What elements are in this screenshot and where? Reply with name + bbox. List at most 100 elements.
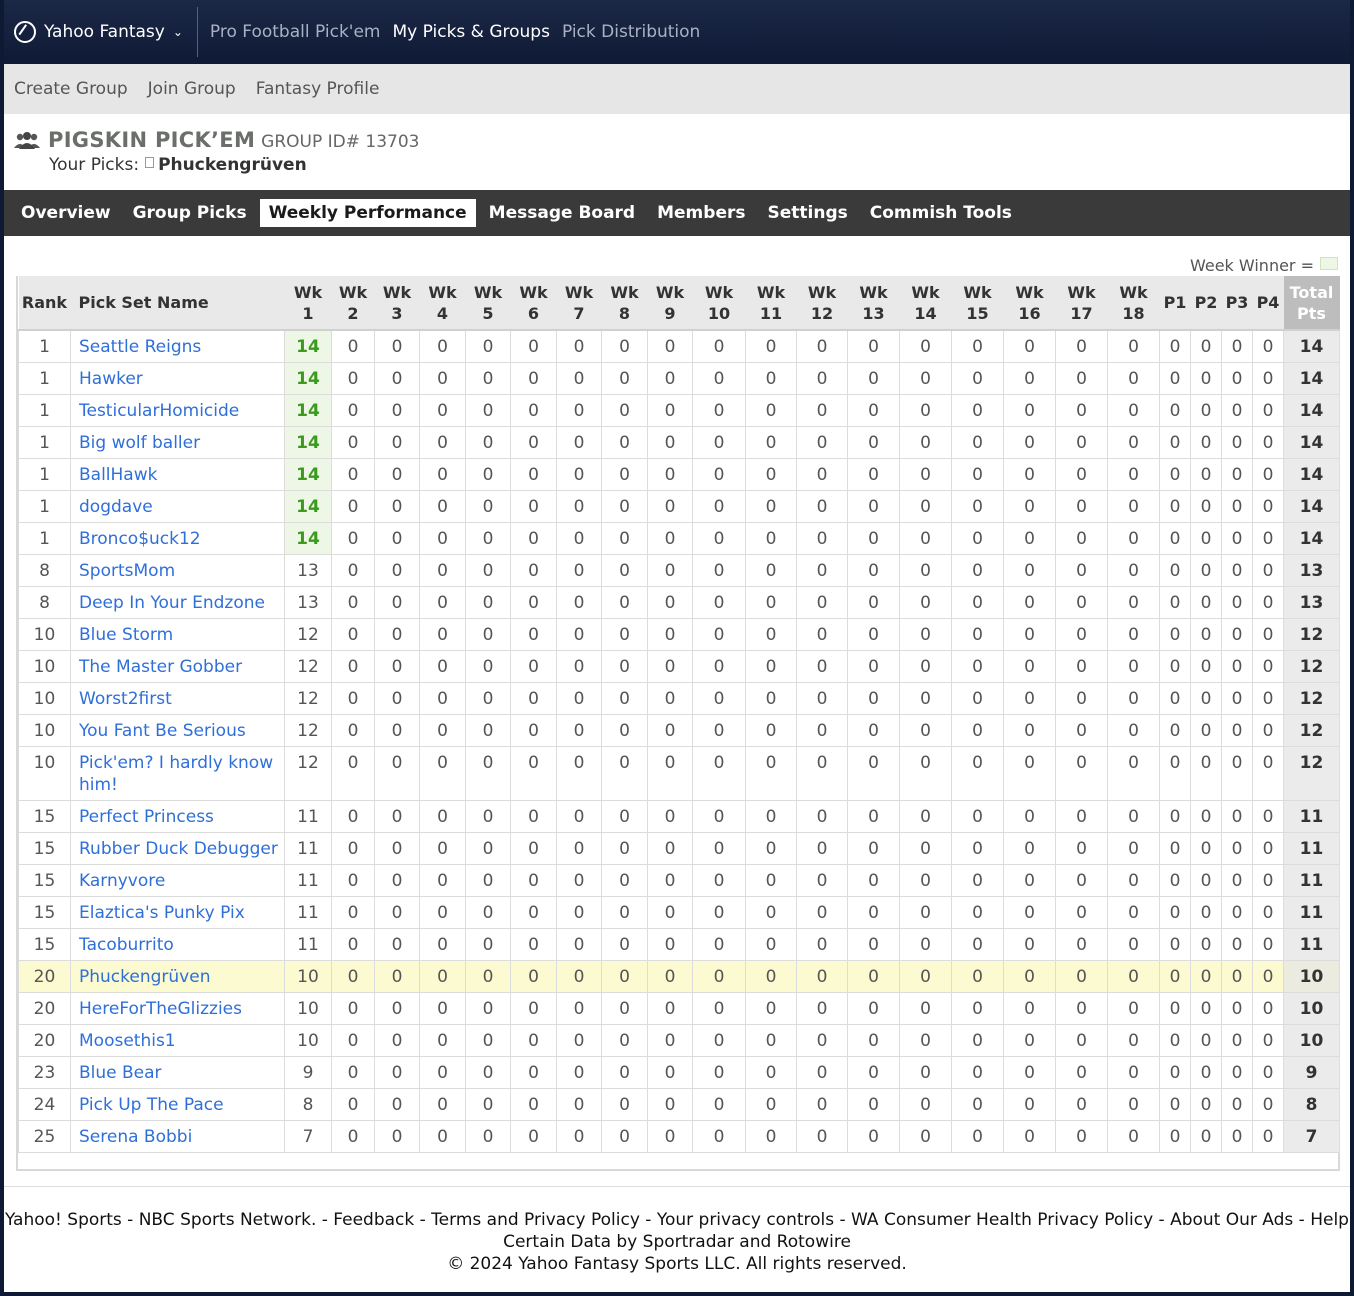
rank-cell: 1 xyxy=(18,425,71,459)
score-cell: 0 xyxy=(601,393,648,427)
score-cell: 0 xyxy=(1190,895,1222,929)
tab-weekly-performance[interactable]: Weekly Performance xyxy=(259,199,476,227)
pick-set-name-link[interactable]: Bronco$uck12 xyxy=(70,521,285,555)
pick-set-name-link[interactable]: Seattle Reigns xyxy=(70,329,285,363)
score-cell: 0 xyxy=(796,1087,848,1121)
pick-set-name-link[interactable]: Blue Storm xyxy=(70,617,285,651)
nav-pro-football-pickem[interactable]: Pro Football Pick'em xyxy=(209,22,381,42)
pick-set-name-link[interactable]: Pick Up The Pace xyxy=(70,1087,285,1121)
score-cell: 0 xyxy=(1252,617,1284,651)
fantasy-profile-link[interactable]: Fantasy Profile xyxy=(255,79,380,99)
rank-cell: 25 xyxy=(18,1119,71,1153)
pick-set-name-link[interactable]: Perfect Princess xyxy=(70,799,285,833)
score-cell: 0 xyxy=(647,425,693,459)
score-cell: 0 xyxy=(419,361,466,395)
score-cell: 0 xyxy=(1055,585,1108,619)
total-points: 12 xyxy=(1283,745,1340,801)
score-cell: 0 xyxy=(601,521,648,555)
score-cell: 0 xyxy=(1190,831,1222,865)
score-cell: 0 xyxy=(647,553,693,587)
column-header: Wk 14 xyxy=(899,276,952,331)
score-cell: 0 xyxy=(1107,713,1160,747)
tab-message-board[interactable]: Message Board xyxy=(488,203,636,223)
score-cell: 0 xyxy=(1221,553,1253,587)
pick-set-name-link[interactable]: TesticularHomicide xyxy=(70,393,285,427)
score-cell: 0 xyxy=(796,1055,848,1089)
score-cell: 0 xyxy=(510,617,557,651)
score-cell: 0 xyxy=(1190,585,1222,619)
yahoo-fantasy-menu[interactable]: Yahoo Fantasy ⌄ xyxy=(4,0,197,64)
pick-set-name-link[interactable]: Elaztica's Punky Pix xyxy=(70,895,285,929)
score-cell: 0 xyxy=(510,553,557,587)
pick-set-name-link[interactable]: Blue Bear xyxy=(70,1055,285,1089)
pick-set-name-link[interactable]: SportsMom xyxy=(70,553,285,587)
score-cell: 0 xyxy=(847,991,900,1025)
pick-set-name-link[interactable]: Deep In Your Endzone xyxy=(70,585,285,619)
pick-set-name-link[interactable]: Hawker xyxy=(70,361,285,395)
pick-set-name-link[interactable]: Serena Bobbi xyxy=(70,1119,285,1153)
table-row: 10 The Master Gobber 12 0 0 0 0 0 0 0 0 0 0 0 0 0 0 0 0 0 0 0… xyxy=(18,649,1340,683)
score-cell: 0 xyxy=(1159,553,1191,587)
score-cell: 0 xyxy=(1221,863,1253,897)
create-group-link[interactable]: Create Group xyxy=(14,79,128,99)
pick-set-name-link[interactable]: You Fant Be Serious xyxy=(70,713,285,747)
sub-nav: Create Group Join Group Fantasy Profile xyxy=(4,64,1350,114)
tab-group-picks[interactable]: Group Picks xyxy=(132,203,247,223)
pick-set-name-link[interactable]: Moosethis1 xyxy=(70,1023,285,1057)
score-cell: 0 xyxy=(1159,457,1191,491)
total-points: 14 xyxy=(1283,361,1340,395)
score-cell: 0 xyxy=(331,831,375,865)
pick-set-name-link[interactable]: Karnyvore xyxy=(70,863,285,897)
footer-links[interactable]: Yahoo! Sports - NBC Sports Network. - Fe… xyxy=(5,1210,1349,1230)
pick-set-name-link[interactable]: Rubber Duck Debugger xyxy=(70,831,285,865)
pick-set-name-link[interactable]: Phuckengrüven xyxy=(70,959,285,993)
score-cell: 0 xyxy=(1107,553,1160,587)
pick-set-name-link[interactable]: Worst2first xyxy=(70,681,285,715)
pick-set-name-link[interactable]: dogdave xyxy=(70,489,285,523)
tab-settings[interactable]: Settings xyxy=(767,203,848,223)
score-cell: 0 xyxy=(796,863,848,897)
total-points: 7 xyxy=(1283,1119,1340,1153)
score-cell: 0 xyxy=(899,1119,952,1153)
score-cell: 0 xyxy=(647,393,693,427)
score-cell: 0 xyxy=(556,713,602,747)
pick-set-name-link[interactable]: Big wolf baller xyxy=(70,425,285,459)
total-points: 14 xyxy=(1283,521,1340,555)
tab-overview[interactable]: Overview xyxy=(21,203,111,223)
score-cell: 0 xyxy=(556,457,602,491)
nav-my-picks-groups[interactable]: My Picks & Groups xyxy=(392,22,550,42)
pick-set-name-link[interactable]: Tacoburrito xyxy=(70,927,285,961)
score-cell: 0 xyxy=(331,361,375,395)
score-cell: 0 xyxy=(1055,1087,1108,1121)
score-cell: 0 xyxy=(692,329,746,363)
score-cell: 0 xyxy=(1003,895,1056,929)
score-cell: 0 xyxy=(796,521,848,555)
score-cell: 0 xyxy=(796,895,848,929)
score-cell: 0 xyxy=(419,1119,466,1153)
score-cell: 0 xyxy=(1221,585,1253,619)
pick-set-name-link[interactable]: HereForTheGlizzies xyxy=(70,991,285,1025)
pick-set-name-link[interactable]: The Master Gobber xyxy=(70,649,285,683)
pick-set-name-link[interactable]: Pick'em? I hardly know him! xyxy=(70,745,285,801)
your-picks-name[interactable]: Phuckengrüven xyxy=(158,155,307,175)
nav-pick-distribution[interactable]: Pick Distribution xyxy=(561,22,701,42)
score-cell: 0 xyxy=(647,1119,693,1153)
score-cell: 0 xyxy=(374,831,420,865)
score-cell: 0 xyxy=(951,1119,1004,1153)
pick-set-name-link[interactable]: BallHawk xyxy=(70,457,285,491)
score-cell: 0 xyxy=(601,863,648,897)
tab-members[interactable]: Members xyxy=(657,203,746,223)
total-points: 10 xyxy=(1283,959,1340,993)
score-cell: 0 xyxy=(796,991,848,1025)
score-cell: 0 xyxy=(899,681,952,715)
score-cell: 0 xyxy=(951,393,1004,427)
score-cell: 0 xyxy=(951,329,1004,363)
score-cell: 0 xyxy=(899,745,952,801)
join-group-link[interactable]: Join Group xyxy=(147,79,236,99)
tab-commish-tools[interactable]: Commish Tools xyxy=(869,203,1012,223)
total-points: 11 xyxy=(1283,799,1340,833)
week-1-score: 14 xyxy=(284,489,332,523)
score-cell: 0 xyxy=(465,457,511,491)
score-cell: 0 xyxy=(647,489,693,523)
score-cell: 0 xyxy=(796,457,848,491)
